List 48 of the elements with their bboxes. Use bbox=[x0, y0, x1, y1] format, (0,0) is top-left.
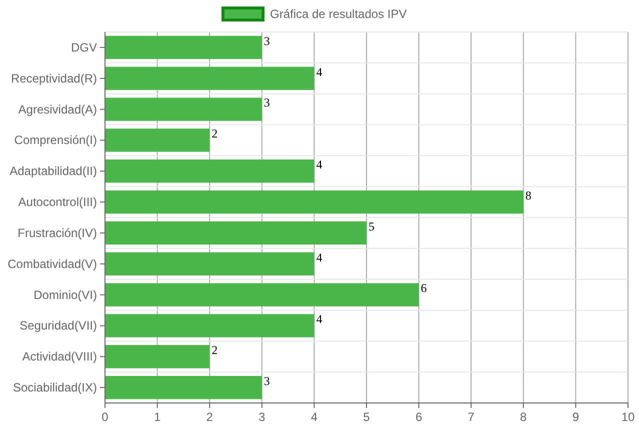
bar bbox=[105, 345, 210, 368]
x-tick-label: 0 bbox=[102, 410, 109, 424]
legend-label: Gráfica de resultados IPV bbox=[270, 7, 407, 21]
data-label: 4 bbox=[316, 312, 322, 326]
y-tick-label: Sociabilidad(IX) bbox=[12, 380, 97, 395]
y-tick-label: Receptividad(R) bbox=[10, 71, 97, 86]
data-label: 3 bbox=[264, 96, 270, 110]
data-label: 3 bbox=[264, 34, 270, 48]
bar bbox=[105, 283, 419, 306]
y-tick-label: Dominio(VI) bbox=[34, 288, 97, 302]
y-tick-label: Combatividad(V) bbox=[8, 256, 97, 271]
bar bbox=[105, 221, 366, 245]
y-tick-label: Frustración(IV) bbox=[18, 226, 97, 240]
x-tick-label: 6 bbox=[415, 410, 422, 424]
y-tick-label: DGV bbox=[70, 40, 97, 54]
y-tick-label: Actividad(VIII) bbox=[22, 350, 97, 364]
data-label: 2 bbox=[212, 126, 218, 141]
bar bbox=[105, 314, 314, 338]
x-tick-label: 7 bbox=[468, 410, 475, 424]
data-label: 3 bbox=[264, 374, 270, 388]
data-label: 4 bbox=[316, 250, 322, 264]
x-tick-label: 2 bbox=[206, 410, 214, 424]
y-tick-label: Seguridad(VII) bbox=[20, 318, 97, 333]
data-label: 4 bbox=[316, 64, 322, 79]
x-tick-label: 3 bbox=[258, 410, 266, 424]
x-tick-label: 4 bbox=[310, 410, 318, 424]
data-label: 8 bbox=[525, 188, 532, 202]
x-tick-label: 5 bbox=[363, 410, 370, 424]
bar bbox=[105, 376, 262, 400]
bar bbox=[105, 190, 524, 214]
y-tick-label: Agresividad(A) bbox=[18, 102, 97, 116]
data-label: 4 bbox=[316, 158, 322, 172]
bar bbox=[105, 160, 314, 183]
data-label: 6 bbox=[420, 281, 427, 296]
y-tick-label: Comprensión(I) bbox=[14, 133, 97, 148]
data-label: 5 bbox=[368, 219, 374, 234]
x-tick-label: 10 bbox=[621, 410, 635, 424]
y-tick-label: Adaptabilidad(II) bbox=[10, 164, 97, 178]
y-tick-label: Autocontrol(III) bbox=[18, 195, 97, 210]
x-tick-label: 9 bbox=[572, 410, 580, 424]
data-label: 2 bbox=[212, 343, 218, 358]
bar bbox=[105, 98, 262, 121]
bar bbox=[105, 36, 262, 60]
bar bbox=[105, 252, 314, 276]
x-tick-label: 1 bbox=[154, 410, 161, 424]
bar bbox=[105, 66, 314, 90]
x-tick-label: 8 bbox=[520, 410, 528, 424]
bar bbox=[105, 128, 210, 152]
